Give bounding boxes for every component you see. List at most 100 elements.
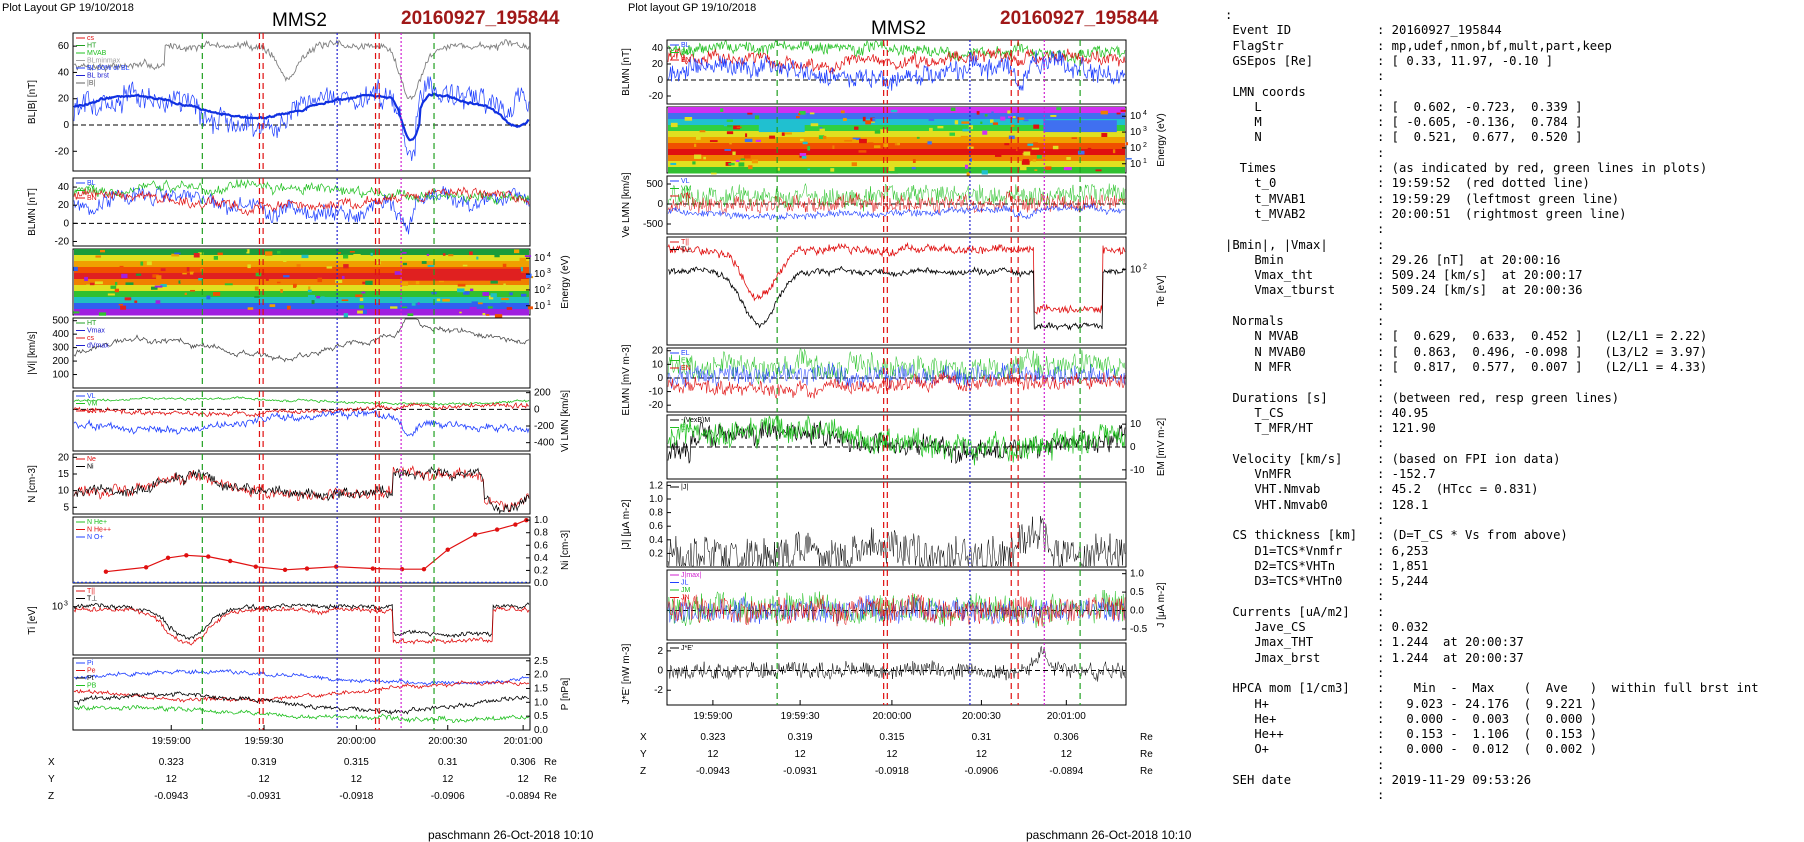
- spectrogram-speckle: [966, 172, 970, 176]
- y-tick-label: 0.2: [534, 565, 548, 576]
- legend-entry: VL: [87, 393, 96, 400]
- spectrogram-band: [74, 285, 529, 292]
- info-line: FlagStr: mp,udef,nmon,bf,mult,part,keep: [1225, 39, 1611, 54]
- info-line: Normals:: [1225, 314, 1384, 329]
- y-tick-label: 400: [52, 329, 69, 340]
- info-line: Jave_CS: 0.032: [1225, 620, 1428, 635]
- legend-entry: EM: [681, 425, 692, 432]
- info-value: : [ 0.863, 0.496, -0.098 ] (L3/L2 = 3.97…: [1377, 344, 1708, 359]
- spectrogram-speckle: [121, 273, 128, 279]
- spectrogram-speckle: [852, 137, 861, 141]
- y-tick-label: 0.2: [649, 548, 663, 559]
- spectrogram-speckle: [684, 116, 693, 121]
- y-tick-label: 10: [1130, 127, 1142, 138]
- info-key: He++: [1225, 727, 1284, 742]
- info-value: :: [1377, 375, 1385, 390]
- spectrogram-speckle: [527, 306, 533, 310]
- series-line: [667, 516, 1126, 567]
- spectrogram-speckle: [357, 310, 363, 314]
- spectrogram-speckle: [311, 300, 315, 305]
- ephemeris-row-label: Y: [48, 774, 55, 785]
- spectrogram-speckle: [844, 139, 853, 142]
- y-tick-label: 0: [657, 199, 663, 210]
- spectrogram-speckle: [421, 261, 427, 264]
- legend-entry: VL: [681, 178, 690, 185]
- spectrogram-speckle: [1066, 157, 1071, 160]
- spectrogram-band: [668, 119, 1125, 126]
- spectrogram-speckle: [307, 294, 316, 298]
- series-line: [73, 318, 530, 363]
- spectrogram-speckle: [500, 302, 506, 307]
- info-key: Jave_CS: [1225, 620, 1306, 634]
- info-value: : (D=T_CS * Vs from above): [1377, 528, 1568, 543]
- spectrogram-speckle: [1031, 147, 1040, 150]
- info-value: : 1,851: [1377, 558, 1429, 573]
- spectrogram-speckle: [950, 107, 956, 111]
- spectrogram-speckle: [1011, 124, 1015, 127]
- info-value: : 19:59:29 (leftmost green line): [1377, 191, 1620, 206]
- spectrogram-speckle: [436, 298, 441, 302]
- legend-entry: HT: [87, 43, 97, 50]
- event-info-panel: : Event ID: 20160927_195844 FlagStr: mp,…: [1225, 8, 1800, 802]
- legend-entry: T⊥: [681, 247, 691, 254]
- spectrogram-speckle: [182, 272, 187, 275]
- legend-entry: T||: [87, 588, 95, 595]
- ephemeris-value: 0.31: [438, 757, 458, 768]
- info-line: VHT.Nmvab: 45.2 (HTcc = 0.831): [1225, 482, 1538, 497]
- panel-frame-JE: [666, 642, 1127, 706]
- info-line: O+: 0.000 - 0.012 ( 0.002 ): [1225, 742, 1597, 757]
- legend-entry: |B|: [87, 80, 95, 87]
- info-key: D1=TCS*Vnmfr: [1225, 543, 1343, 558]
- spectrogram-speckle: [494, 253, 500, 258]
- info-value: : [ -0.605, -0.136, 0.784 ]: [1377, 115, 1583, 130]
- y-axis-label: BLMN [nT]: [27, 188, 38, 236]
- spectrogram-speckle: [296, 264, 301, 267]
- spectrogram-speckle: [962, 128, 970, 132]
- info-value: : 9.023 - 24.176 ( 9.221 ): [1377, 696, 1598, 711]
- info-line: Vmax_tburst: 509.24 [km/s] at 20:00:36: [1225, 283, 1582, 298]
- spectrogram-speckle: [292, 283, 297, 288]
- legend-entry: BLminmax: [87, 58, 121, 65]
- spectrogram-speckle: [525, 273, 532, 278]
- legend-entry: BN: [681, 57, 691, 64]
- spectrogram-speckle: [1125, 142, 1129, 146]
- legend-entry: EL: [681, 350, 690, 357]
- series-line: [667, 593, 1126, 627]
- panel-HPCA: 1.0 0.80.6 0.40.2 0.0 Ni [cm-3] N He+N He++N …: [72, 515, 571, 589]
- panel-frame-BLMN: [72, 177, 531, 247]
- spectrogram-speckle: [709, 140, 718, 143]
- spectrogram-speckle: [777, 167, 780, 171]
- spectrogram-speckle: [343, 264, 349, 269]
- y-tick-exponent: 2: [1143, 142, 1147, 149]
- spectrogram-speckle: [316, 295, 320, 299]
- info-key: L: [1225, 99, 1262, 114]
- he-plus-plus-point: [253, 564, 258, 569]
- series-line: [667, 265, 1126, 331]
- spectrogram-speckle: [728, 162, 735, 166]
- spectrogram-speckle: [1071, 137, 1077, 139]
- spectrogram-speckle: [818, 135, 825, 140]
- panel-frame-V: [72, 317, 531, 389]
- spectrogram-speckle: [140, 261, 144, 266]
- spectrogram-speckle: [968, 125, 974, 130]
- spectrogram-speckle: [850, 139, 856, 142]
- series-line: [73, 401, 530, 418]
- spectrogram-speckle: [476, 256, 479, 260]
- spectrogram-speckle: [670, 162, 677, 165]
- y-tick-label: 40: [652, 43, 664, 54]
- spectrogram-speckle: [255, 272, 262, 277]
- spectrogram-speckle: [807, 168, 811, 171]
- spectrogram-speckle: [469, 251, 473, 255]
- spectrogram-speckle: [370, 252, 373, 256]
- spectrogram-speckle: [80, 310, 84, 315]
- y-axis-label: P [nPa]: [560, 677, 571, 710]
- legend-entry: VN: [681, 193, 691, 200]
- spectrogram-speckle: [694, 143, 697, 147]
- info-value: : 0.000 - 0.003 ( 0.000 ): [1377, 711, 1598, 726]
- spectrogram-speckle: [180, 280, 183, 283]
- spectrogram-speckle: [438, 280, 444, 283]
- spectrogram-band: [74, 303, 529, 310]
- spectrogram-speckle: [1012, 116, 1016, 119]
